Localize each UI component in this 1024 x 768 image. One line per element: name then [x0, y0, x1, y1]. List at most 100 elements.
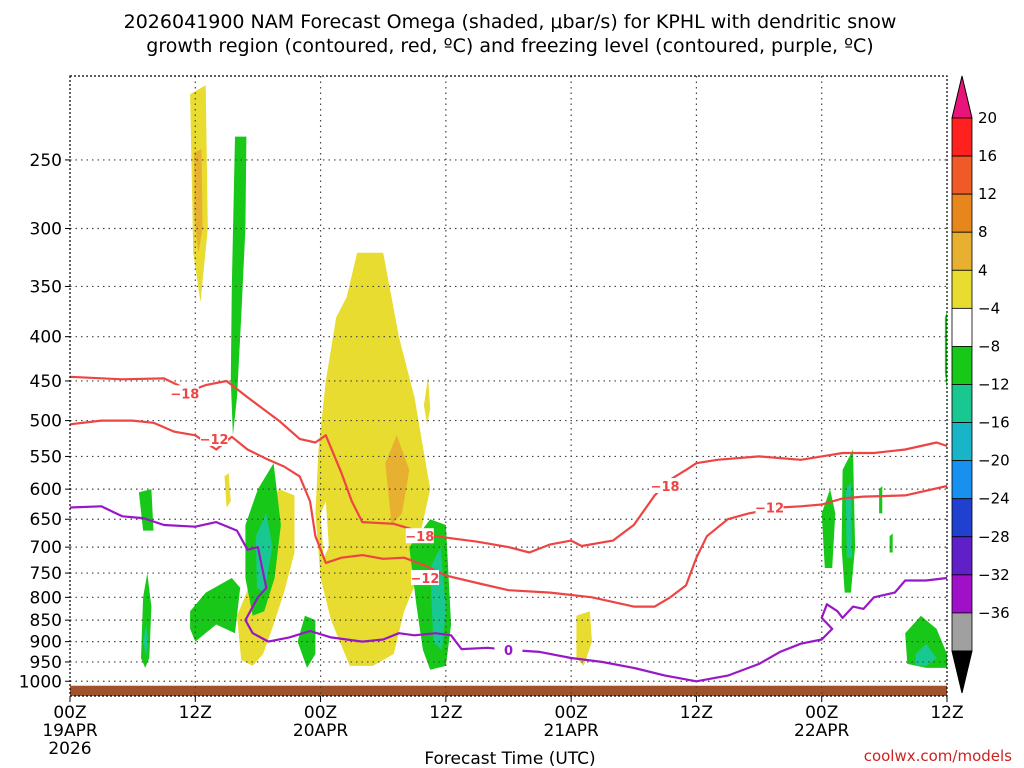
omega-region-12	[141, 573, 152, 668]
x-tick-label-72-1: 22APR	[794, 721, 850, 741]
x-tick-label-12-0: 12Z	[179, 703, 212, 723]
terrain-band	[70, 685, 947, 696]
colorbar-label-5: −4	[978, 299, 1000, 317]
colorbar-label-13: −36	[978, 604, 1010, 622]
plot-frame	[69, 75, 948, 697]
colorbar-label-12: −32	[978, 566, 1010, 584]
colorbar: 20 16 12 8 4 −4 −8 −12 −16 −20 −24 −28 −32 −36	[951, 75, 1010, 694]
y-tick-label-850: 850	[30, 611, 62, 631]
contour-label-bg-2-0	[494, 641, 523, 657]
colorbar-swatch-5	[951, 307, 973, 347]
x-tick-label-48-0: 00Z	[555, 703, 588, 723]
y-tick-label-400: 400	[30, 328, 62, 348]
omega-region-23	[915, 643, 937, 666]
omega-region-10	[255, 513, 273, 593]
colorbar-swatch-11	[951, 536, 973, 576]
y-tick-label-500: 500	[30, 412, 62, 432]
y-tick-label-800: 800	[30, 588, 62, 608]
omega-region-21	[889, 533, 893, 553]
y-tick-label-250: 250	[30, 151, 62, 171]
y-tick-label-600: 600	[30, 480, 62, 500]
y-tick-label-300: 300	[30, 219, 62, 239]
colorbar-label-10: −24	[978, 490, 1010, 508]
omega-region-13	[143, 624, 149, 656]
contour-label-0-0: −18	[170, 387, 199, 402]
colorbar-swatch-0	[951, 117, 973, 157]
x-tick-label-24-0: 00Z	[304, 703, 337, 723]
colorbar-swatch-8	[951, 422, 973, 462]
contour-label-bg-1-1	[410, 570, 439, 586]
colorbar-swatch-12	[951, 574, 973, 614]
contour-label-bg-0-0	[170, 385, 199, 401]
omega-region-11	[190, 578, 241, 642]
contour-label-1-1: −12	[410, 572, 439, 587]
colorbar-label-4: 4	[978, 261, 988, 279]
colorbar-swatch-1	[951, 155, 973, 195]
y-tick-label-450: 450	[30, 372, 62, 392]
colorbar-label-9: −20	[978, 452, 1010, 470]
contour-line-1	[69, 419, 948, 608]
x-tick-label-0-2: 2026	[48, 739, 91, 759]
contour-label-2-0: 0	[504, 644, 513, 659]
colorbar-swatch-2	[951, 193, 973, 233]
x-tick-label-36-0: 12Z	[429, 703, 462, 723]
omega-gap-0	[320, 501, 329, 558]
x-tick-label-0-1: 19APR	[42, 721, 98, 741]
x-tick-label-48-1: 21APR	[543, 721, 599, 741]
x-tick-label-84-0: 12Z	[930, 703, 963, 723]
y-tick-label-350: 350	[30, 277, 62, 297]
colorbar-label-6: −8	[978, 337, 1000, 355]
colorbar-label-1: 16	[978, 147, 997, 165]
contour-label-bg-0-2	[651, 478, 680, 494]
omega-region-18	[821, 489, 836, 568]
contour-label-0-1: −18	[405, 530, 434, 545]
contour-label-bg-1-2	[755, 499, 784, 515]
colorbar-label-11: −28	[978, 528, 1010, 546]
colorbar-swatch-9	[951, 460, 973, 500]
colorbar-label-0: 20	[978, 109, 997, 127]
y-tick-label-750: 750	[30, 564, 62, 584]
colorbar-swatch-4	[951, 269, 973, 309]
plot-area: −18 −18 −18 −12 −12 −12 0 250 300 350 400 450 500 550…	[19, 75, 964, 759]
omega-region-7	[576, 611, 592, 666]
colorbar-label-3: 8	[978, 223, 988, 241]
contour-label-bg-0-1	[405, 528, 434, 544]
x-tick-label-60-0: 12Z	[680, 703, 713, 723]
omega-region-14	[138, 489, 154, 531]
x-tick-label-72-0: 00Z	[805, 703, 838, 723]
y-tick-label-1000: 1000	[19, 672, 62, 692]
chart-title-line-1: 2026041900 NAM Forecast Omega (shaded, μ…	[124, 11, 897, 33]
omega-region-4	[423, 376, 431, 425]
x-tick-label-0-0: 00Z	[53, 703, 86, 723]
colorbar-swatch-13	[951, 612, 973, 652]
contour-label-0-2: −18	[651, 480, 680, 495]
omega-region-8	[230, 136, 247, 436]
omega-region-20	[845, 482, 852, 558]
omega-region-22	[905, 615, 947, 668]
colorbar-label-7: −12	[978, 376, 1010, 394]
contour-label-bg-1-0	[200, 430, 229, 446]
y-tick-label-650: 650	[30, 510, 62, 530]
colorbar-label-8: −16	[978, 414, 1010, 432]
omega-region-1	[194, 149, 203, 253]
y-tick-label-900: 900	[30, 633, 62, 653]
x-axis-title: Forecast Time (UTC)	[424, 749, 595, 768]
omega-region-6	[224, 473, 231, 508]
credit-text[interactable]: coolwx.com/models	[864, 747, 1012, 765]
omega-region-3	[385, 435, 410, 525]
colorbar-label-2: 12	[978, 185, 997, 203]
contour-label-1-2: −12	[755, 501, 784, 516]
x-tick-label-24-1: 20APR	[293, 721, 349, 741]
contour-line-2	[69, 505, 948, 683]
y-tick-label-950: 950	[30, 653, 62, 673]
colorbar-swatch-10	[951, 498, 973, 538]
colorbar-top-arrow	[951, 75, 973, 119]
y-tick-label-700: 700	[30, 538, 62, 558]
chart-title-line-2: growth region (contoured, red, ºC) and f…	[146, 35, 873, 57]
colorbar-swatch-7	[951, 384, 973, 423]
contour-label-1-0: −12	[200, 433, 229, 448]
colorbar-swatch-3	[951, 231, 973, 271]
omega-region-2	[315, 252, 431, 666]
